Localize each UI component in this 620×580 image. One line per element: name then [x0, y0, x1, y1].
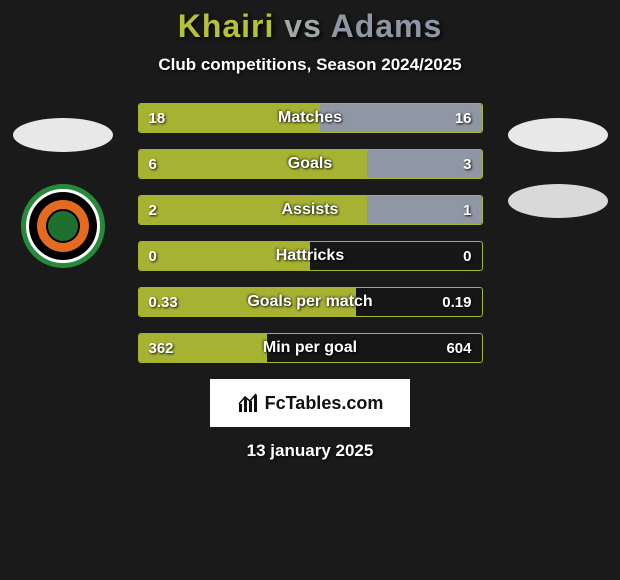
- stat-fill-left: [139, 104, 320, 132]
- stat-row: 0.330.19Goals per match: [138, 287, 483, 317]
- page-title: Khairi vs Adams: [0, 8, 620, 45]
- title-player2: Adams: [331, 8, 443, 44]
- stat-fill-left: [139, 150, 368, 178]
- chart-icon: [237, 392, 259, 414]
- stat-row: 63Goals: [138, 149, 483, 179]
- stat-value-right: 604: [446, 334, 471, 362]
- stat-value-right: 0: [463, 242, 471, 270]
- player2-photo-placeholder: [508, 118, 608, 152]
- right-column: [495, 118, 620, 250]
- stat-fill-right: [320, 104, 482, 132]
- comparison-infographic: Khairi vs Adams Club competitions, Seaso…: [0, 0, 620, 580]
- player1-photo-placeholder: [13, 118, 113, 152]
- title-vs: vs: [284, 8, 322, 44]
- stat-row: 00Hattricks: [138, 241, 483, 271]
- subtitle: Club competitions, Season 2024/2025: [0, 55, 620, 75]
- stat-fill-right: [367, 150, 481, 178]
- stat-row: 1816Matches: [138, 103, 483, 133]
- player1-club-logo: [21, 184, 105, 268]
- date: 13 january 2025: [0, 441, 620, 461]
- stat-value-right: 0.19: [442, 288, 471, 316]
- player2-club-logo-placeholder: [508, 184, 608, 218]
- stat-row: 362604Min per goal: [138, 333, 483, 363]
- attribution-badge: FcTables.com: [210, 379, 410, 427]
- stat-row: 21Assists: [138, 195, 483, 225]
- stat-fill-left: [139, 242, 311, 270]
- stat-bars-container: 1816Matches 63Goals 21Assists 00Hattricks 0.…: [138, 103, 483, 363]
- left-column: [0, 118, 125, 268]
- club-logo-inner: [37, 200, 89, 252]
- attribution-text: FcTables.com: [265, 393, 384, 414]
- club-logo-core: [46, 209, 80, 243]
- stat-fill-right: [367, 196, 481, 224]
- stat-fill-left: [139, 196, 368, 224]
- title-player1: Khairi: [178, 8, 275, 44]
- stat-fill-left: [139, 288, 357, 316]
- stat-fill-left: [139, 334, 268, 362]
